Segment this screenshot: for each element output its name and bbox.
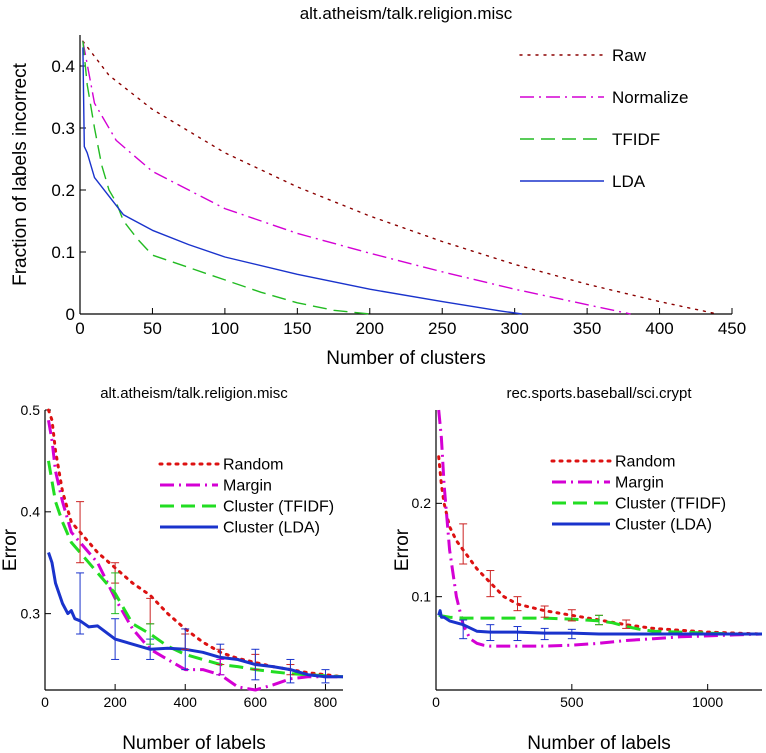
legend-label: Margin [615, 475, 664, 492]
series-line-random [437, 455, 764, 636]
x-tick-label: 0 [432, 694, 440, 710]
bottom-right-chart: rec.sports.baseball/sci.crypt 0 500 1000 0.1… [392, 385, 764, 753]
series-line-raw [82, 40, 719, 315]
x-axis-label: Number of labels [527, 733, 671, 753]
y-tick-label: 0.1 [412, 589, 432, 605]
y-tick-label: 0.3 [51, 119, 75, 138]
series-line-random [47, 408, 345, 679]
bottom-left-chart: alt.atheism/talk.religion.misc 0 200 400 600… [0, 385, 345, 753]
x-tick-label: 350 [573, 319, 601, 338]
legend-label: Cluster (TFIDF) [223, 499, 334, 516]
series-line-cluster-lda [47, 552, 343, 679]
y-tick-label: 0.4 [51, 57, 75, 76]
y-tick-label: 0.1 [51, 243, 75, 262]
series-line-cluster-tfidf [47, 460, 344, 679]
legend-label: Raw [612, 46, 647, 65]
x-tick-label: 400 [645, 319, 673, 338]
y-tick-label: 0.3 [21, 606, 41, 622]
y-tick-label: 0.4 [21, 504, 41, 520]
x-tick-label: 0 [75, 319, 84, 338]
x-tick-label: 1000 [692, 694, 723, 710]
x-tick-label: 200 [103, 694, 127, 710]
y-axis-label: Error [392, 528, 413, 571]
x-tick-label: 0 [41, 694, 49, 710]
x-tick-label: 500 [560, 694, 584, 710]
x-tick-label: 150 [283, 319, 311, 338]
series-line-cluster-lda [437, 609, 762, 636]
x-tick-label: 250 [428, 319, 456, 338]
y-tick-label: 0.2 [412, 495, 432, 511]
legend-label: Margin [223, 478, 272, 495]
x-tick-label: 400 [174, 694, 198, 710]
series-line-margin [437, 409, 763, 648]
chart-title: rec.sports.baseball/sci.crypt [506, 385, 692, 402]
legend-label: Cluster (TFIDF) [615, 496, 726, 513]
series-line-margin [47, 419, 343, 692]
y-tick-label: 0.5 [21, 402, 41, 418]
legend-label: TFIDF [612, 130, 660, 149]
legend-label: Random [615, 454, 675, 471]
top-chart: alt.atheism/talk.religion.misc 0 50 100 150 2… [10, 4, 746, 369]
x-tick-label: 100 [211, 319, 239, 338]
x-axis-label: Number of labels [122, 733, 266, 753]
x-tick-label: 200 [356, 319, 384, 338]
x-tick-label: 600 [244, 694, 268, 710]
y-axis-label: Fraction of labels incorrect [10, 62, 31, 286]
x-axis-label: Number of clusters [326, 348, 485, 369]
x-tick-label: 450 [718, 319, 746, 338]
legend-label: LDA [612, 172, 646, 191]
series-line-tfidf [82, 41, 370, 315]
x-tick-label: 50 [143, 319, 162, 338]
legend-label: Random [223, 457, 283, 474]
y-axis-label: Error [0, 528, 21, 571]
y-tick-label: 0 [66, 305, 75, 324]
legend-label: Normalize [612, 88, 689, 107]
chart-title: alt.atheism/talk.religion.misc [300, 4, 513, 23]
y-tick-label: 0.2 [51, 181, 75, 200]
chart-title: alt.atheism/talk.religion.misc [100, 385, 288, 402]
legend-label: Cluster (LDA) [615, 517, 712, 534]
series-line-normalize [82, 41, 631, 315]
x-tick-label: 800 [314, 694, 338, 710]
series-line-lda [82, 47, 522, 315]
legend-label: Cluster (LDA) [223, 520, 320, 537]
x-tick-label: 300 [500, 319, 528, 338]
